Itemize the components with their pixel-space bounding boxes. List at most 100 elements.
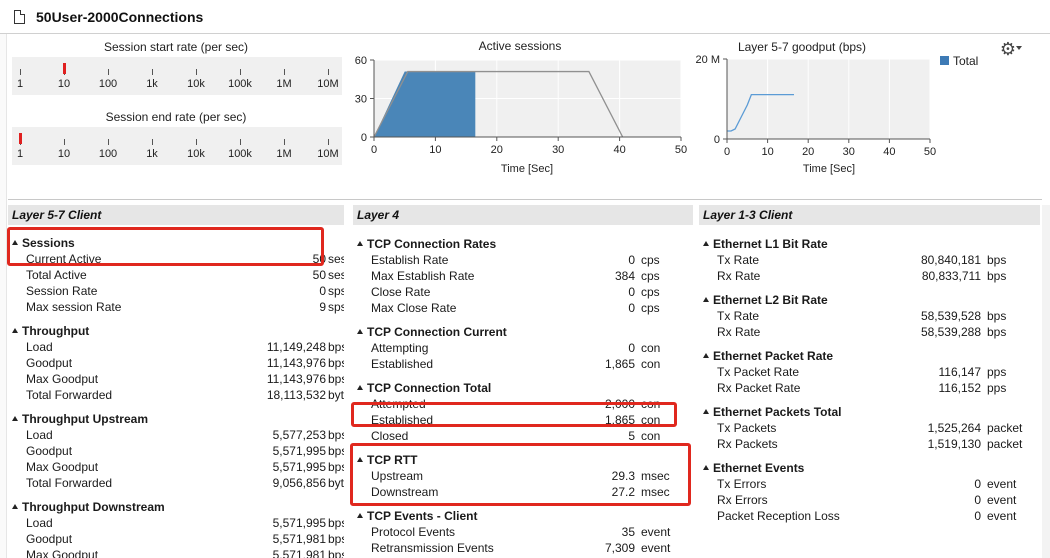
stat-label: Load (26, 516, 53, 530)
stat-row: Close Rate 0 cps (353, 284, 693, 300)
stat-label: Max Close Rate (371, 301, 457, 315)
stat-label: Max Goodput (26, 548, 99, 558)
start-rate-tick-label: 10 (57, 78, 71, 90)
panel-title: Layer 4 (353, 205, 693, 225)
stat-value: 11,143,976 (266, 372, 326, 386)
stat-unit: event (641, 525, 671, 539)
stat-value: 5 (628, 429, 635, 443)
stat-label: Packet Reception Loss (717, 509, 840, 523)
stat-value: 50 (312, 268, 326, 282)
stat-label: Load (26, 340, 53, 354)
goodput-legend-label[interactable]: Total (953, 54, 978, 68)
settings-gear-icon[interactable]: ⚙ (999, 39, 1017, 59)
goodput-title: Layer 5-7 goodput (bps) (738, 40, 866, 54)
chevron-down-icon[interactable] (1016, 46, 1022, 50)
ac-x-tick-label: 20 (491, 144, 503, 156)
group-header[interactable]: Throughput (8, 323, 344, 339)
stat-label: Total Forwarded (26, 388, 113, 402)
gp-x-tick-label: 30 (843, 146, 855, 158)
stat-unit: bps (328, 548, 344, 558)
group-header[interactable]: Ethernet Events (699, 460, 1040, 476)
stat-unit: bps (328, 340, 344, 354)
stat-value: 0 (628, 285, 635, 299)
group-header[interactable]: Ethernet Packet Rate (699, 348, 1040, 364)
stat-label: Tx Packets (717, 421, 777, 435)
group-header[interactable]: TCP Events - Client (353, 508, 693, 524)
group-header[interactable]: TCP Connection Total (353, 380, 693, 396)
stat-unit: pps (987, 381, 1007, 395)
end-rate-current-marker (19, 133, 22, 144)
start-rate-tick-label: 1k (146, 78, 158, 90)
start-rate-tick (152, 69, 153, 75)
stat-label: Closed (371, 429, 409, 443)
stat-row: Goodput 5,571,995bps (8, 443, 344, 459)
stat-value: 58,539,528 (920, 309, 981, 323)
group-header[interactable]: Throughput Upstream (8, 411, 344, 427)
stat-value: 1,525,264 (927, 421, 981, 435)
stat-value: 116,147 (938, 365, 982, 379)
stat-row: Session Rate 0 sps (8, 283, 344, 299)
stat-value: 0 (974, 477, 981, 491)
stat-label: Establish Rate (371, 253, 449, 267)
end-rate-tick-label: 10k (187, 148, 205, 160)
highlight-current-active (7, 227, 324, 266)
stat-value: 0 (319, 284, 326, 298)
stat-row: Tx Packet Rate 116,147 pps (699, 364, 1040, 380)
stat-row: Load 5,571,995bps (8, 515, 344, 531)
ac-x-tick-label: 40 (613, 144, 625, 156)
stat-row: Tx Rate 58,539,528 bps (699, 308, 1040, 324)
group-header[interactable]: TCP Connection Current (353, 324, 693, 340)
stat-label: Max Goodput (26, 372, 99, 386)
stat-label: Established (371, 357, 434, 371)
stat-row: Total Forwarded 18,113,532byte (8, 387, 344, 403)
stat-label: Tx Packet Rate (717, 365, 800, 379)
stat-value: 5,571,995 (272, 516, 326, 530)
group-header[interactable]: TCP RTT (353, 452, 693, 468)
group-header[interactable]: Ethernet L1 Bit Rate (699, 236, 1040, 252)
start-rate-tick (284, 69, 285, 75)
stat-row: Tx Rate 80,840,181 bps (699, 252, 1040, 268)
group-header[interactable]: Throughput Downstream (8, 499, 344, 515)
highlight-established-total (351, 402, 677, 427)
end-rate-tick-label: 10M (317, 148, 339, 160)
group-header[interactable]: TCP Connection Rates (353, 236, 693, 252)
stat-unit: bps (328, 372, 344, 386)
end-rate-tick (328, 139, 329, 145)
stat-row: Attempting 0 con (353, 340, 693, 356)
stat-row: Tx Errors 0 event (699, 476, 1040, 492)
stat-row: Max Establish Rate 384 cps (353, 268, 693, 284)
layer-4-panel: Layer 4 TCP Connection Rates Establish Ra… (353, 205, 693, 558)
stat-unit: bps (987, 269, 1007, 283)
stat-value: 384 (614, 269, 635, 283)
stat-label: Goodput (26, 532, 73, 546)
stat-label: Downstream (371, 485, 439, 499)
group-header[interactable]: Ethernet L2 Bit Rate (699, 292, 1040, 308)
stat-row: Max Close Rate 0 cps (353, 300, 693, 316)
ac-y-tick-label: 0 (361, 132, 367, 144)
stat-value: 0 (974, 493, 981, 507)
stat-unit: sess (328, 268, 344, 282)
stat-group: TCP Connection Current Attempting 0 con Esta… (353, 324, 693, 372)
stat-label: Max Goodput (26, 460, 99, 474)
stat-unit: packet (987, 437, 1023, 451)
stat-unit: pps (987, 365, 1007, 379)
stat-row: Max session Rate 9 sps (8, 299, 344, 315)
stat-row: Established 1,865 con (353, 412, 693, 428)
stat-value: 1,865 (604, 413, 635, 427)
stat-label: Total Active (26, 268, 87, 282)
section-divider (8, 199, 1042, 200)
stat-unit: packet (987, 421, 1023, 435)
document-icon (14, 10, 25, 24)
group-header[interactable]: Sessions (8, 235, 344, 251)
gp-x-tick-label: 10 (761, 146, 773, 158)
stat-unit: cps (641, 285, 660, 299)
gp-x-tick-label: 0 (724, 146, 730, 158)
group-header[interactable]: Ethernet Packets Total (699, 404, 1040, 420)
end-rate-tick (152, 139, 153, 145)
stat-row: Load 11,149,248bps (8, 339, 344, 355)
stat-row: Tx Packets 1,525,264 packet (699, 420, 1040, 436)
vertical-scrollbar[interactable] (1042, 205, 1050, 558)
stat-group: ThroughputLoad11,149,248bpsGoodput11,143… (8, 323, 344, 403)
stat-unit: sps (328, 284, 344, 298)
end-rate-tick-label: 10 (57, 148, 71, 160)
